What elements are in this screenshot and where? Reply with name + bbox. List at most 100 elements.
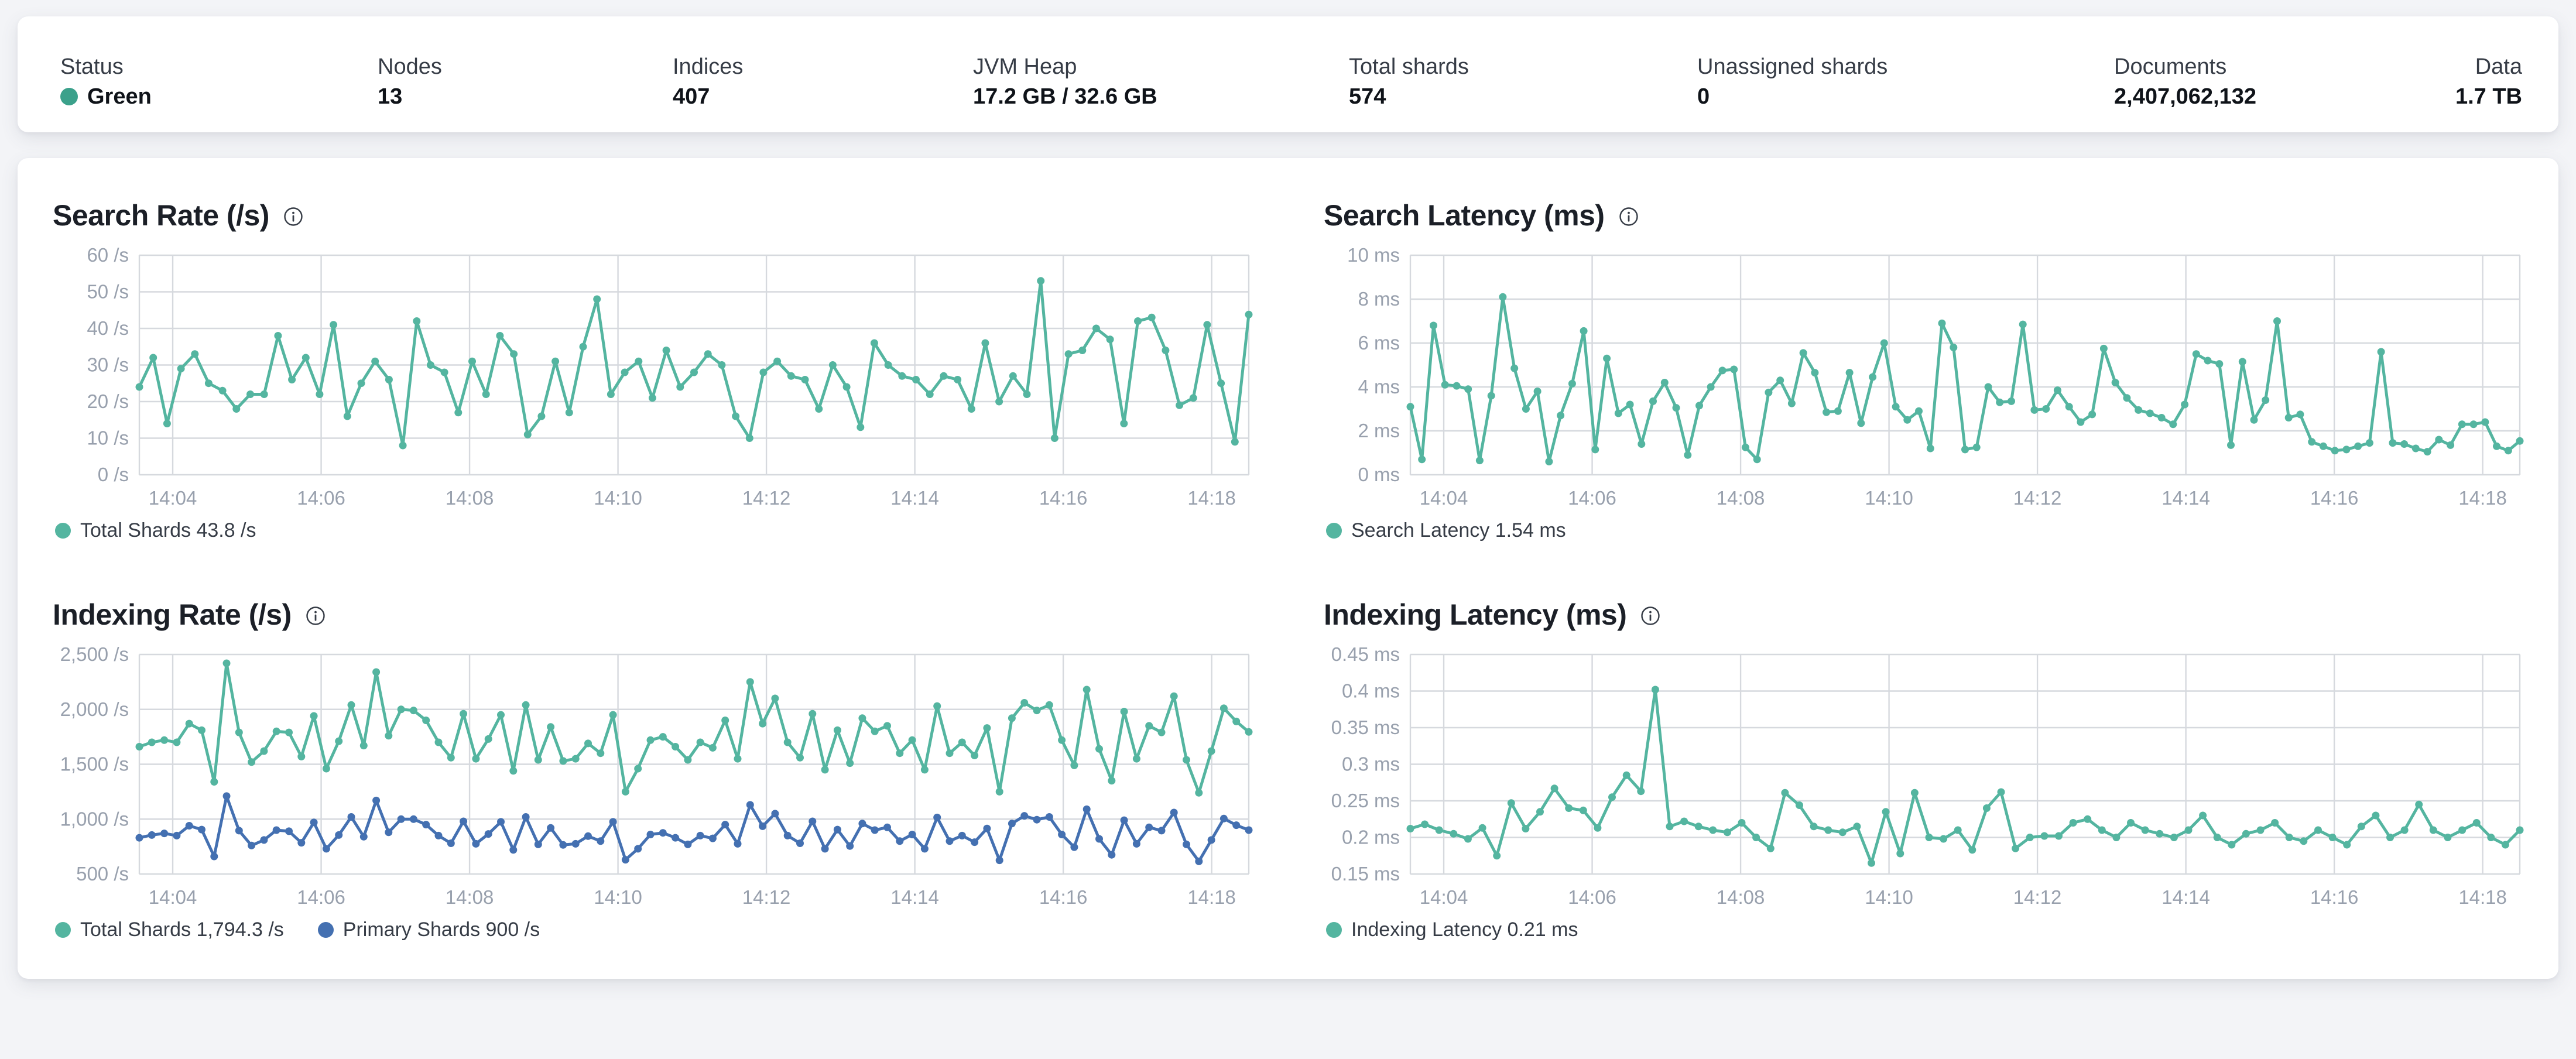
legend-series-dot [55, 922, 71, 938]
x-tick-label: 14:08 [1717, 886, 1765, 908]
legend-series-dot [1326, 523, 1342, 539]
y-tick-label: 0.25 ms [1331, 790, 1400, 811]
legend-series-dot [317, 922, 334, 938]
info-icon[interactable] [1640, 606, 1660, 626]
chart-canvas[interactable]: 0.45 ms 0.4 ms 0.35 ms 0.3 ms 0.25 ms 0.2 ms 0… [1323, 646, 2524, 913]
chart-legend: Indexing Latency 0.21 ms [1326, 919, 2524, 941]
x-tick-label: 14:14 [2161, 487, 2210, 509]
x-tick-label: 14:06 [297, 886, 345, 908]
x-tick-label: 14:04 [149, 886, 197, 908]
x-tick-label: 14:16 [2310, 487, 2359, 509]
y-tick-label: 40 /s [87, 317, 129, 339]
x-tick-label: 14:18 [1187, 487, 1236, 509]
health-status-dot [60, 88, 78, 105]
stat-jvm-heap: JVM Heap 17.2 GB / 32.6 GB [973, 54, 1157, 110]
y-tick-label: 10 ms [1347, 247, 1400, 266]
y-tick-label: 30 /s [87, 354, 129, 376]
y-tick-label: 8 ms [1358, 288, 1400, 310]
stat-value: Green [60, 83, 152, 110]
stat-documents: Documents 2,407,062,132 [2114, 54, 2256, 110]
y-tick-label: 0.4 ms [1342, 680, 1400, 702]
stat-label: JVM Heap [973, 54, 1077, 79]
stat-label: Status [60, 54, 124, 79]
info-icon[interactable] [306, 606, 326, 626]
y-tick-label: 20 /s [87, 390, 129, 412]
series-indexing-latency [1406, 686, 2524, 867]
stat-label: Unassigned shards [1697, 54, 1888, 79]
gridlines [1409, 254, 2521, 476]
stat-label: Documents [2114, 54, 2227, 79]
x-tick-label: 14:16 [2310, 886, 2359, 908]
y-tick-label: 1,000 /s [60, 808, 129, 830]
stat-value: 574 [1349, 84, 1386, 109]
chart-indexing-latency: Indexing Latency (ms) 0.45 ms 0.4 ms 0.35 … [1323, 598, 2524, 941]
y-tick-label: 2 ms [1358, 420, 1400, 441]
legend-item[interactable]: Total Shards 43.8 /s [55, 519, 256, 542]
stat-label: Nodes [378, 54, 442, 79]
stat-value: 0 [1697, 84, 1710, 109]
chart-title: Indexing Latency (ms) [1324, 598, 1627, 631]
chart-canvas[interactable]: 10 ms 8 ms 6 ms 4 ms 2 ms 0 ms 14:04 14:06 14:08… [1323, 247, 2524, 513]
y-tick-label: 1,500 /s [60, 753, 129, 775]
y-tick-label: 4 ms [1358, 376, 1400, 397]
x-tick-label: 14:12 [742, 487, 791, 509]
y-tick-label: 0.3 ms [1342, 753, 1400, 775]
chart-title: Indexing Rate (/s) [53, 598, 292, 631]
y-tick-label: 0 ms [1358, 464, 1400, 485]
chart-search-latency: Search Latency (ms) 10 ms 8 ms 6 ms 4 ms 2 m… [1323, 199, 2524, 542]
x-tick-label: 14:18 [2458, 487, 2507, 509]
axis-labels: 60 /s 50 /s 40 /s 30 /s 20 /s 10 /s 0 /s 14:04 1… [87, 247, 1235, 509]
stat-value: 2,407,062,132 [2114, 84, 2257, 109]
legend-item[interactable]: Search Latency 1.54 ms [1326, 519, 1566, 542]
legend-series-label: Total Shards 43.8 /s [80, 519, 256, 542]
legend-item[interactable]: Total Shards 1,794.3 /s [55, 919, 284, 941]
stat-nodes: Nodes 13 [378, 54, 442, 110]
y-tick-label: 0.35 ms [1331, 717, 1400, 738]
series-total-shards [135, 659, 1253, 797]
chart-title: Search Latency (ms) [1324, 199, 1605, 232]
x-tick-label: 14:10 [1865, 886, 1913, 908]
axis-labels: 2,500 /s 2,000 /s 1,500 /s 1,000 /s 500 /s 14… [60, 646, 1236, 908]
chart-legend: Total Shards 43.8 /s [55, 519, 1253, 542]
x-tick-label: 14:06 [1568, 886, 1616, 908]
chart-canvas[interactable]: 60 /s 50 /s 40 /s 30 /s 20 /s 10 /s 0 /s 14:04 1… [52, 247, 1253, 513]
axis-labels: 10 ms 8 ms 6 ms 4 ms 2 ms 0 ms 14:04 14:06 14:08… [1347, 247, 2507, 509]
chart-indexing-rate: Indexing Rate (/s) 2,500 /s 2,000 /s 1,500… [52, 598, 1253, 941]
y-tick-label: 0 /s [98, 464, 129, 485]
legend-item[interactable]: Indexing Latency 0.21 ms [1326, 919, 1578, 941]
stat-total-shards: Total shards 574 [1349, 54, 1469, 110]
x-tick-label: 14:14 [890, 886, 939, 908]
cluster-overview-bar: Status Green Nodes 13 Indices 407 JVM He… [18, 16, 2558, 132]
stat-value: 407 [673, 84, 710, 109]
chart-canvas[interactable]: 2,500 /s 2,000 /s 1,500 /s 1,000 /s 500 /s 14… [52, 646, 1253, 913]
x-tick-label: 14:08 [446, 487, 494, 509]
info-icon[interactable] [283, 207, 303, 227]
x-tick-label: 14:10 [594, 886, 642, 908]
legend-series-label: Indexing Latency 0.21 ms [1351, 919, 1578, 941]
x-tick-label: 14:06 [1568, 487, 1616, 509]
series-search-latency [1406, 293, 2524, 465]
stat-data-size: Data 1.7 TB [2455, 54, 2522, 110]
y-tick-label: 60 /s [87, 247, 129, 266]
x-tick-label: 14:14 [890, 487, 939, 509]
stat-unassigned-shards: Unassigned shards 0 [1697, 54, 1888, 110]
stat-label: Indices [673, 54, 744, 79]
legend-item[interactable]: Primary Shards 900 /s [317, 919, 540, 941]
x-tick-label: 14:10 [1865, 487, 1913, 509]
stat-value: 1.7 TB [2455, 84, 2522, 109]
x-tick-label: 14:12 [2013, 487, 2062, 509]
x-tick-label: 14:12 [742, 886, 791, 908]
y-tick-label: 50 /s [87, 281, 129, 303]
y-tick-label: 0.45 ms [1331, 646, 1400, 665]
legend-series-dot [55, 523, 71, 539]
legend-series-label: Total Shards 1,794.3 /s [80, 919, 284, 941]
series-primary-shards [135, 792, 1253, 865]
info-icon[interactable] [1619, 207, 1639, 227]
x-tick-label: 14:16 [1039, 487, 1088, 509]
x-tick-label: 14:04 [1420, 886, 1468, 908]
axis-labels: 0.45 ms 0.4 ms 0.35 ms 0.3 ms 0.25 ms 0.2 ms 0… [1331, 646, 2507, 908]
stat-value: 13 [378, 84, 403, 109]
stat-label: Data [2475, 54, 2522, 79]
x-tick-label: 14:04 [1420, 487, 1468, 509]
legend-series-label: Search Latency 1.54 ms [1351, 519, 1566, 542]
